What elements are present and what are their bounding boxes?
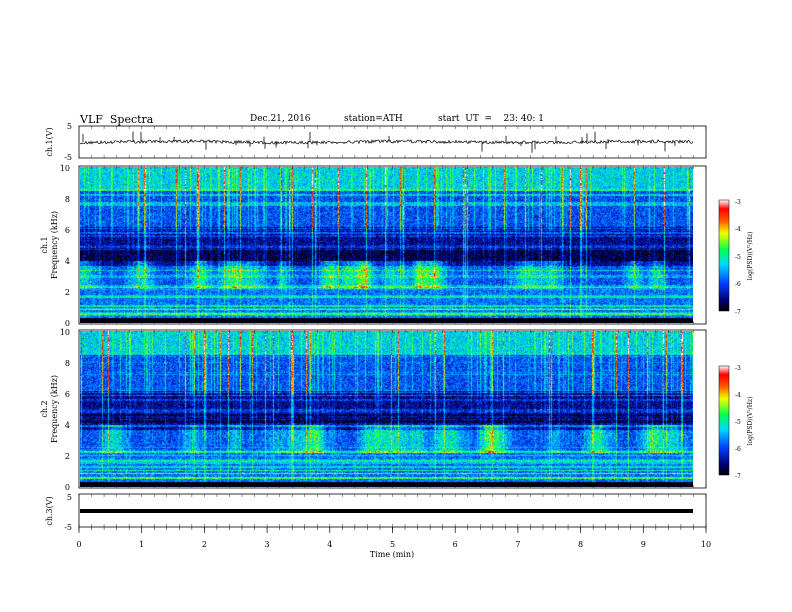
time-axis: 0 1 2 3 4 5 6 7 8 9 10 <box>76 527 711 549</box>
ch3-waveform-panel: 5 -5 ch.3(V) <box>45 493 707 532</box>
ch1-ytick-bottom: -5 <box>64 153 72 162</box>
ch1-voltage-label: ch.1(V) <box>45 127 54 156</box>
time-tick-label: 4 <box>327 540 332 549</box>
ch2-frequency-label: Frequency (kHz) <box>50 375 59 443</box>
ch1-freq-tick-6: 6 <box>65 226 70 235</box>
ch2-freq-tick-0: 0 <box>65 483 70 492</box>
ch2-colorbar-label: log(PSD)(V²/Hz) <box>747 397 754 446</box>
date-label: Dec.21, 2016 <box>250 114 311 124</box>
time-tick-label: 9 <box>641 540 646 549</box>
ch2-cbar-tick-m6: -6 <box>735 446 741 453</box>
ch1-waveform-panel: 5 -5 ch.1(V) <box>45 122 707 162</box>
ch1-freq-tick-8: 8 <box>65 195 70 204</box>
ch1-cbar-tick-m5: -5 <box>735 254 741 261</box>
ch1-spikes <box>82 131 676 153</box>
ch1-colorbar-label: log(PSD)(V²/Hz) <box>747 232 754 281</box>
frame-minor-ticks <box>78 126 707 527</box>
ch3-waveform-trace <box>80 509 693 513</box>
ch2-freq-tick-8: 8 <box>65 359 70 368</box>
time-tick-label: 0 <box>76 540 81 549</box>
ch2-freq-tick-10: 10 <box>60 328 70 337</box>
time-tick-label: 3 <box>265 540 270 549</box>
ch2-colorbar: -3 -4 -5 -6 -7 log(PSD)(V²/Hz) <box>718 365 754 480</box>
time-tick-label: 1 <box>139 540 144 549</box>
ch1-spectrogram-panel: 10 8 6 4 2 0 ch.1 Frequency (kHz) <box>40 164 707 328</box>
ch2-cbar-tick-m4: -4 <box>735 392 741 399</box>
ch1-colorbar: -3 -4 -5 -6 -7 log(PSD)(V²/Hz) <box>718 199 754 316</box>
ch1-frequency-label: Frequency (kHz) <box>50 211 59 279</box>
ch3-ytick-bottom: -5 <box>64 523 72 532</box>
ch1-cbar-tick-m3: -3 <box>735 199 741 206</box>
time-tick-label: 10 <box>701 540 711 549</box>
figure-title: VLF Spectra <box>80 113 154 126</box>
ch3-voltage-label: ch.3(V) <box>45 496 54 525</box>
time-tick-label: 7 <box>515 540 520 549</box>
ch2-freq-tick-6: 6 <box>65 390 70 399</box>
ch2-freq-tick-2: 2 <box>65 452 70 461</box>
ch2-spectrogram-panel: 10 8 6 4 2 0 ch.2 Frequency (kHz) <box>40 328 707 492</box>
ch2-cbar-tick-m3: -3 <box>735 365 741 372</box>
ch1-colorbar-gradient <box>718 199 730 312</box>
ch1-ytick-top: 5 <box>67 122 72 131</box>
ch3-ytick-top: 5 <box>67 493 72 502</box>
ch2-freq-tick-4: 4 <box>65 421 70 430</box>
time-tick-label: 5 <box>390 540 395 549</box>
ch2-cbar-tick-m7: -7 <box>735 473 741 480</box>
time-axis-label: Time (min) <box>370 550 414 559</box>
ch1-cbar-tick-m4: -4 <box>735 226 741 233</box>
ch2-channel-label: ch.2 <box>40 400 49 417</box>
ch1-channel-label: ch.1 <box>40 236 49 253</box>
ch1-waveform-frame <box>78 125 707 159</box>
ch1-freq-tick-10: 10 <box>60 164 70 173</box>
ch2-colorbar-gradient <box>718 365 730 476</box>
ch2-spectrogram-image <box>80 331 693 487</box>
station-label: station=ATH <box>344 114 403 124</box>
ch1-freq-tick-4: 4 <box>65 257 70 266</box>
start-time-label: start UT = 23: 40: 1 <box>438 114 544 124</box>
ch1-waveform-line <box>79 139 694 145</box>
ch1-spectrogram-image <box>80 167 693 323</box>
ch1-freq-tick-0: 0 <box>65 319 70 328</box>
ch2-cbar-tick-m5: -5 <box>735 419 741 426</box>
ch1-cbar-tick-m6: -6 <box>735 281 741 288</box>
ch1-freq-tick-2: 2 <box>65 288 70 297</box>
ch1-cbar-tick-m7: -7 <box>735 309 741 316</box>
time-tick-label: 8 <box>578 540 583 549</box>
time-tick-label: 6 <box>453 540 458 549</box>
time-tick-label: 2 <box>202 540 207 549</box>
